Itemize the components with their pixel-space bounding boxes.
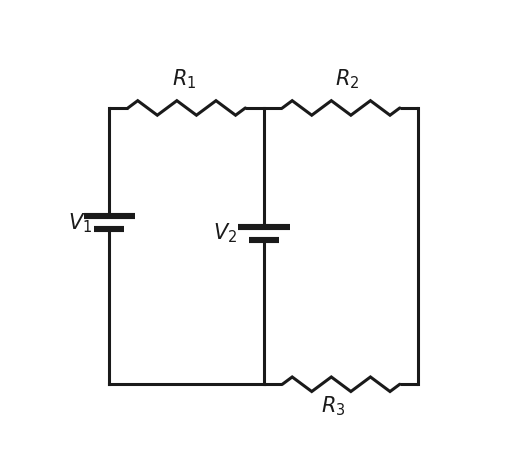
Text: $V_1$: $V_1$ bbox=[68, 211, 92, 234]
Text: $R_3$: $R_3$ bbox=[321, 394, 345, 418]
Text: $R_2$: $R_2$ bbox=[335, 68, 359, 91]
Text: $R_1$: $R_1$ bbox=[173, 68, 197, 91]
Text: $V_2$: $V_2$ bbox=[214, 222, 238, 245]
